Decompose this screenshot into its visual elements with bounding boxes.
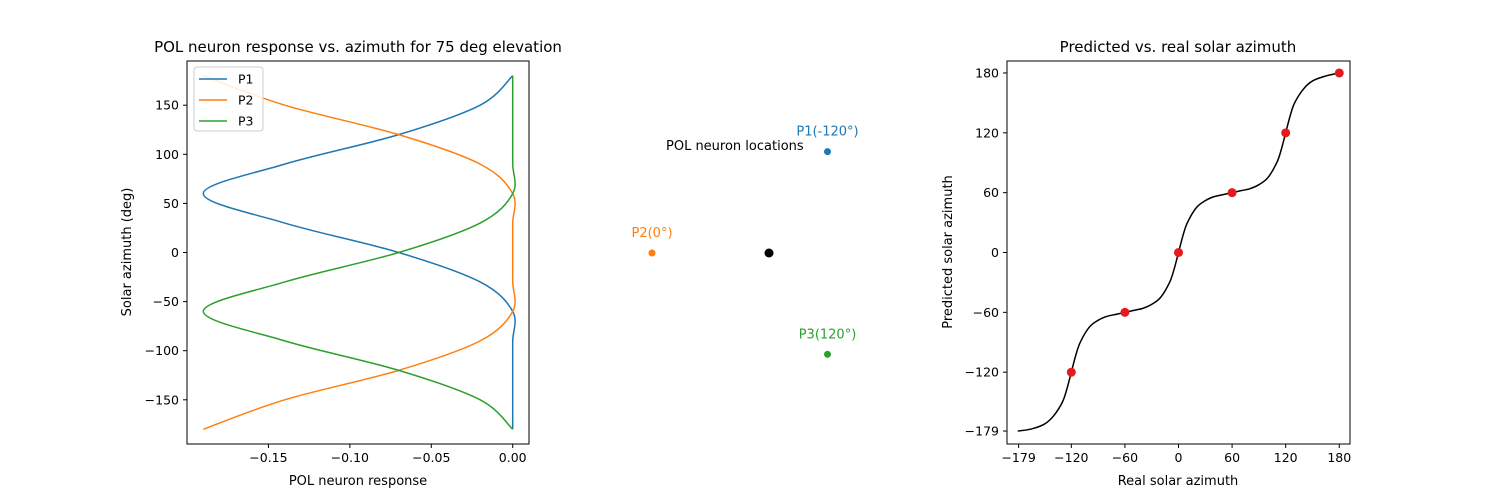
x-tick-label: 120 — [1274, 450, 1298, 465]
x-tick-label: 0 — [1175, 450, 1183, 465]
legend-label-p2: P2 — [238, 93, 254, 108]
prediction-chart-points — [1066, 68, 1344, 377]
prediction-chart: Predicted vs. real solar azimuth −179 −12… — [941, 38, 1351, 489]
y-tick-label: 150 — [155, 98, 179, 113]
prediction-chart-x-ticks: −179 −120 −60 0 60 120 180 — [1001, 444, 1351, 465]
response-chart: POL neuron response vs. azimuth for 75 d… — [120, 38, 562, 489]
response-chart-y-label: Solar azimuth (deg) — [120, 188, 135, 317]
neuron-point — [824, 148, 831, 156]
y-tick-label: 100 — [155, 147, 179, 162]
x-tick-label: 0.00 — [499, 450, 527, 465]
sample-point — [1174, 248, 1183, 257]
prediction-chart-title: Predicted vs. real solar azimuth — [1060, 38, 1297, 56]
prediction-chart-y-label: Predicted solar azimuth — [941, 175, 956, 329]
series-line-p2 — [203, 75, 516, 430]
y-tick-label: −179 — [965, 424, 999, 439]
neuron-point — [648, 249, 656, 257]
locations-points: P1(-120°) P2(0°) P3(120°) — [631, 125, 859, 358]
y-tick-label: 50 — [163, 196, 179, 211]
sample-point — [1227, 188, 1237, 198]
prediction-chart-x-label: Real solar azimuth — [1118, 474, 1239, 489]
response-chart-x-ticks: −0.15 −0.10 −0.05 0.00 — [249, 444, 527, 465]
y-tick-label: 180 — [975, 65, 999, 80]
prediction-chart-y-ticks: −179 −120 −60 0 60 120 180 — [965, 65, 1007, 439]
locations-annotation: POL neuron locations — [666, 139, 804, 154]
legend-box — [193, 66, 264, 132]
response-chart-series — [202, 75, 516, 430]
sample-point — [1066, 367, 1076, 377]
neuron-label: P3(120°) — [799, 327, 857, 342]
neuron-label: P2(0°) — [631, 226, 672, 241]
y-tick-label: −50 — [153, 294, 179, 309]
x-tick-label: −60 — [1112, 450, 1138, 465]
response-chart-title: POL neuron response vs. azimuth for 75 d… — [154, 38, 562, 56]
y-tick-label: −100 — [145, 343, 179, 358]
series-line-p3 — [202, 75, 516, 430]
y-tick-label: −60 — [973, 305, 999, 320]
sample-point — [1120, 307, 1130, 317]
response-chart-x-label: POL neuron response — [289, 474, 427, 489]
y-tick-label: 60 — [983, 185, 999, 200]
x-tick-label: −120 — [1054, 450, 1088, 465]
response-chart-legend: P1 P2 P3 — [193, 66, 264, 132]
locations-chart: POL neuron locations P1(-120°) P2(0°) P3(1… — [631, 125, 859, 358]
center-point — [764, 248, 774, 258]
x-tick-label: −0.15 — [249, 450, 287, 465]
y-tick-label: 120 — [975, 125, 999, 140]
y-tick-label: 0 — [991, 245, 999, 260]
sample-point — [1281, 128, 1291, 138]
sample-point — [1334, 68, 1344, 78]
x-tick-label: −0.10 — [331, 450, 369, 465]
neuron-label: P1(-120°) — [796, 125, 858, 140]
response-chart-y-ticks: −150 −100 −50 0 50 100 150 — [145, 98, 187, 407]
x-tick-label: −0.05 — [412, 450, 450, 465]
neuron-point — [824, 350, 831, 358]
x-tick-label: 180 — [1327, 450, 1351, 465]
y-tick-label: −150 — [145, 392, 179, 407]
y-tick-label: 0 — [171, 245, 179, 260]
y-tick-label: −120 — [965, 365, 999, 380]
x-tick-label: −179 — [1001, 450, 1035, 465]
x-tick-label: 60 — [1224, 450, 1240, 465]
legend-label-p1: P1 — [238, 72, 254, 87]
legend-label-p3: P3 — [238, 114, 254, 129]
